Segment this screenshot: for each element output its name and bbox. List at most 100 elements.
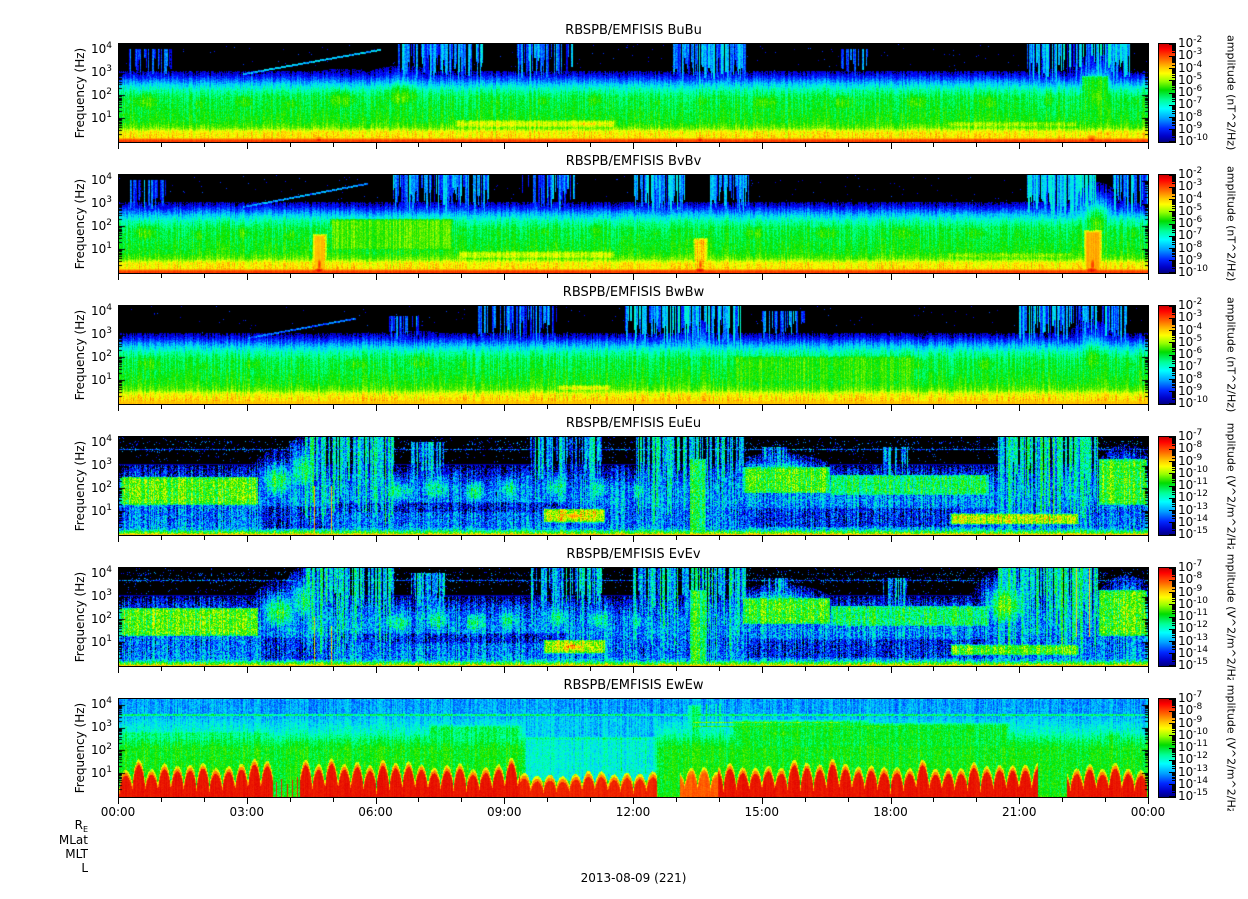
colorbar-minor-tick (1172, 82, 1175, 83)
exponent: 1 (106, 633, 112, 644)
colorbar-major-tick (1169, 711, 1175, 712)
colorbar-minor-tick (1172, 715, 1175, 716)
colorbar-minor-tick (1172, 786, 1175, 787)
colorbar-minor-tick (1172, 62, 1175, 63)
colorbar-minor-tick (1172, 630, 1175, 631)
colorbar-minor-tick (1172, 657, 1175, 658)
colorbar-minor-tick (1172, 320, 1175, 321)
x-minor-tick (333, 667, 334, 671)
colorbar-minor-tick (1172, 381, 1175, 382)
exponent: -8 (1193, 370, 1203, 381)
panel-title-BvBv: RBSPB/EMFISIS BvBv (565, 154, 702, 169)
colorbar-major-tick (1169, 175, 1175, 176)
colorbar-minor-tick (1172, 99, 1175, 100)
exponent: -9 (1193, 251, 1203, 262)
colorbar-minor-tick (1172, 61, 1175, 62)
x-major-tick (376, 667, 377, 673)
colorbar-minor-tick (1172, 438, 1175, 439)
colorbar-minor-tick (1172, 586, 1175, 587)
colorbar-minor-tick (1172, 570, 1175, 571)
colorbar-minor-tick (1172, 339, 1175, 340)
x-minor-tick (290, 143, 291, 147)
colorbar-minor-tick (1172, 760, 1175, 761)
colorbar-minor-tick (1172, 707, 1175, 708)
colorbar-major-tick (1169, 580, 1175, 581)
exponent: -4 (1193, 59, 1203, 70)
x-major-tick (762, 274, 763, 280)
colorbar-minor-tick (1172, 585, 1175, 586)
colorbar-minor-tick (1172, 260, 1175, 261)
exponent: -8 (1193, 571, 1203, 582)
colorbar-minor-tick (1172, 95, 1175, 96)
x-major-tick (1019, 536, 1020, 542)
x-minor-tick (161, 274, 162, 278)
x-minor-tick (719, 274, 720, 278)
colorbar-minor-tick (1172, 712, 1175, 713)
x-minor-tick (333, 536, 334, 540)
x-minor-tick (204, 143, 205, 147)
x-minor-tick (590, 143, 591, 147)
colorbar-minor-tick (1172, 200, 1175, 201)
x-major-tick (1148, 405, 1149, 411)
exponent: -7 (1193, 96, 1203, 107)
exponent: -7 (1193, 428, 1203, 438)
x-minor-tick (1105, 798, 1106, 802)
colorbar-minor-tick (1172, 606, 1175, 607)
colorbar-minor-tick (1172, 631, 1175, 632)
x-major-tick (1019, 667, 1020, 673)
x-minor-tick (290, 798, 291, 802)
x-minor-tick (933, 798, 934, 802)
colorbar-minor-tick (1172, 46, 1175, 47)
x-minor-tick (418, 143, 419, 147)
colorbar-tick-label: 10-7 (1178, 690, 1203, 705)
colorbar-minor-tick (1172, 106, 1175, 107)
colorbar-minor-tick (1172, 239, 1175, 240)
x-major-tick (247, 667, 248, 673)
colorbar-major-tick (1169, 437, 1175, 438)
colorbar-minor-tick (1172, 192, 1175, 193)
x-major-tick (633, 536, 634, 542)
x-tick-label-4: 12:00 (615, 805, 651, 819)
colorbar-minor-tick (1172, 455, 1175, 456)
colorbar-tick-label: 10-6 (1178, 346, 1203, 361)
colorbar-minor-tick (1172, 177, 1175, 178)
colorbar-minor-tick (1172, 772, 1175, 773)
colorbar-minor-tick (1172, 60, 1175, 61)
x-minor-tick (161, 798, 162, 802)
colorbar-minor-tick (1172, 736, 1175, 737)
colorbar-minor-tick (1172, 524, 1175, 525)
colorbar-minor-tick (1172, 253, 1175, 254)
colorbar-major-tick (1169, 534, 1175, 535)
x-major-tick (504, 536, 505, 542)
colorbar-tick-label: 10-8 (1178, 702, 1203, 718)
x-minor-tick (161, 405, 162, 409)
colorbar-minor-tick (1172, 335, 1175, 336)
colorbar-tick-label: 10-3 (1178, 178, 1203, 194)
colorbar-minor-tick (1172, 322, 1175, 323)
y-tick-label: 102 (90, 610, 112, 626)
colorbar-minor-tick (1172, 196, 1175, 197)
colorbar-minor-tick (1172, 593, 1175, 594)
colorbar-minor-tick (1172, 236, 1175, 237)
colorbar-minor-tick (1172, 367, 1175, 368)
colorbar-minor-tick (1172, 637, 1175, 638)
colorbar-tick-label: 10-7 (1178, 559, 1203, 574)
exponent: -2 (1193, 297, 1203, 307)
colorbar-tick-label: 10-6 (1178, 215, 1203, 230)
y-tick-label: 101 (90, 633, 112, 649)
x-minor-tick (1062, 143, 1063, 147)
colorbar-minor-tick (1172, 357, 1175, 358)
colorbar-minor-tick (1172, 97, 1175, 98)
x-major-tick (376, 274, 377, 280)
x-major-tick (1019, 274, 1020, 280)
colorbar-minor-tick (1172, 572, 1175, 573)
x-major-tick (376, 143, 377, 149)
exponent: -3 (1193, 309, 1203, 320)
colorbar-major-tick (1169, 403, 1175, 404)
colorbar-minor-tick (1172, 251, 1175, 252)
exponent: 4 (106, 433, 112, 444)
colorbar-minor-tick (1172, 132, 1175, 133)
x-minor-tick (676, 405, 677, 409)
colorbar-major-tick (1169, 187, 1175, 188)
colorbar-minor-tick (1172, 268, 1175, 269)
